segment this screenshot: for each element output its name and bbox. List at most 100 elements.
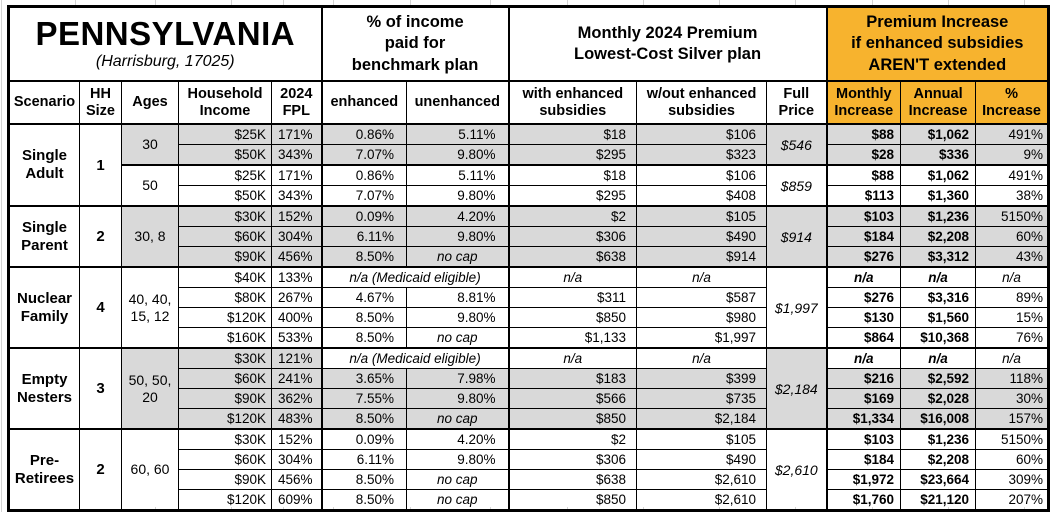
cell-monthly-increase: $113 [825,185,902,207]
cell-with-subsidies: $295 [507,185,638,207]
col-header-fpl: 2024 FPL [270,80,323,125]
gridline [567,0,568,5]
cell-full-price: $859 [766,164,828,207]
table-row: $60K 304% 6.11% 9.80% $306 $490 $184 $2,208 60% [9,449,1050,470]
cell-monthly-increase: $1,334 [825,408,902,430]
cell-full-price: $2,610 [766,428,828,511]
cell-enhanced: 0.09% [320,205,408,227]
cell-fpl: 400% [270,307,323,328]
cell-fpl: 483% [270,408,323,430]
cell-annual-increase: $1,236 [900,428,977,450]
cell-monthly-increase: $28 [825,144,902,166]
cell-with-subsidies: $2 [507,428,638,450]
cell-unenhanced: 9.80% [406,226,510,247]
cell-pct-increase: 9% [975,144,1050,166]
cell-unenhanced: 9.80% [406,388,510,409]
table-title-row: PENNSYLVANIA (Harrisburg, 17025) % of in… [7,6,1050,82]
cell-monthly-increase: $1,760 [825,489,902,511]
cell-enhanced: 0.86% [320,164,408,186]
cell-pct-increase: 15% [975,307,1050,328]
state-name: PENNSYLVANIA [35,14,296,52]
cell-enhanced: 7.07% [320,144,408,166]
col-header-annual-increase: Annual Increase [900,80,977,125]
gridline [795,0,796,5]
cell-unenhanced: 9.80% [406,185,510,207]
table-row: 50 $25K 171% 0.86% 5.11% $18 $106 $859 $88 $1,062… [9,164,1050,207]
cell-monthly-increase: $1,972 [825,469,902,490]
cell-pct-increase: 5150% [975,205,1050,227]
cell-annual-increase: $2,028 [900,388,977,409]
ages-cell: 50, 50, 20 [121,347,179,430]
cell-pct-increase: 76% [975,327,1050,349]
cell-annual-increase: $16,008 [900,408,977,430]
col-header-unenhanced: unenhanced [406,80,510,125]
cell-annual-increase: $3,312 [900,246,977,268]
gridline [1,0,2,512]
cell-pct-increase: 491% [975,164,1050,186]
cell-income: $120K [178,489,272,511]
cell-income: $90K [178,246,272,268]
cell-wout-subsidies: $490 [636,226,768,247]
cell-income: $60K [178,226,272,247]
cell-with-subsidies: $1,133 [507,327,638,349]
table-row: Nuclear Family 4 40, 40, 15, 12 $40K 133% n/a… [8,266,1050,349]
gridline [75,0,76,5]
cell-with-subsidies: n/a [507,347,638,369]
cell-monthly-increase: $276 [825,287,902,308]
cell-with-subsidies: $850 [507,489,638,511]
cell-enhanced: 8.50% [320,408,408,430]
col-header-wout-subsidies: w/out enhanced subsidies [636,80,768,125]
cell-wout-subsidies: $399 [636,368,768,389]
cell-with-subsidies: $850 [507,408,638,430]
gridline [643,0,644,5]
cell-with-subsidies: $306 [507,449,638,470]
table-body: Single Adult 1 30 $25K 171% 0.86% 5.11% $18 $106… [8,123,1050,511]
cell-annual-increase: $1,236 [900,205,977,227]
cell-wout-subsidies: $408 [636,185,768,207]
cell-enhanced: 4.67% [320,287,408,308]
cell-annual-increase: n/a [900,347,977,369]
cell-fpl: 121% [270,347,323,369]
cell-income: $30K [178,428,272,450]
cell-annual-increase: $21,120 [900,489,977,511]
cell-pct-increase: 60% [975,226,1050,247]
hh-size-cell: 4 [79,266,122,349]
cell-pct-increase: 309% [975,469,1050,490]
cell-income: $50K [178,144,272,166]
ages-cell: 40, 40, 15, 12 [121,266,179,349]
cell-with-subsidies: n/a [507,266,638,288]
cell-income: $25K [178,123,272,145]
hh-size-cell: 2 [79,428,122,511]
cell-with-subsidies: $18 [507,123,638,145]
cell-enhanced: 6.11% [320,449,408,470]
ages-cell: 30 [121,123,179,166]
cell-fpl: 171% [270,164,323,186]
cell-income: $30K [178,347,272,369]
cell-full-price: $546 [766,123,828,166]
group-header-pct-income: % of income paid for benchmark plan [320,6,510,82]
cell-fpl: 241% [270,368,323,389]
cell-annual-increase: $2,592 [900,368,977,389]
cell-income: $60K [178,368,272,389]
table-row: $90K 456% 8.50% no cap $638 $914 $276 $3,312 43% [9,246,1050,268]
cell-enhanced: 0.09% [320,428,408,450]
table-row: Pre- Retirees 2 60, 60 $30K 152% 0.09% 4.20% $2… [8,428,1050,511]
gridline [333,0,334,5]
hh-size-cell: 2 [79,205,122,268]
cell-fpl: 609% [270,489,323,511]
cell-with-subsidies: $311 [507,287,638,308]
ages-cell: 30, 8 [121,205,179,268]
cell-monthly-increase: $184 [825,449,902,470]
cell-wout-subsidies: $105 [636,428,768,450]
table-row: Single Adult 1 30 $25K 171% 0.86% 5.11% $18 $106… [8,123,1050,207]
cell-monthly-increase: $88 [825,123,902,145]
col-header-full-price: Full Price [766,80,828,125]
scenario-cell: Pre- Retirees [8,428,80,511]
cell-enhanced: 8.50% [320,246,408,268]
cell-annual-increase: $1,062 [900,164,977,186]
cell-fpl: 267% [270,287,323,308]
cell-annual-increase: $1,062 [900,123,977,145]
cell-annual-increase: $336 [900,144,977,166]
gridline [283,0,284,5]
cell-fpl: 133% [270,266,323,288]
